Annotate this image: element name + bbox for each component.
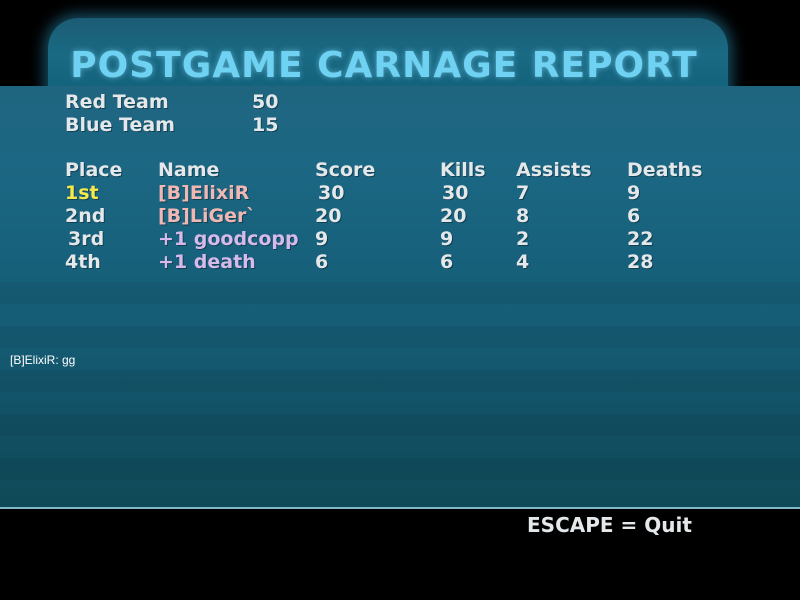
team-score: 15 — [252, 114, 279, 136]
team-name: Red Team — [65, 91, 169, 113]
team-name: Blue Team — [65, 114, 175, 136]
player-assists: 4 — [516, 251, 530, 273]
player-name: +1 death — [158, 251, 256, 273]
page-title: POSTGAME CARNAGE REPORT — [70, 45, 698, 86]
player-deaths: 28 — [627, 251, 654, 273]
player-kills: 6 — [440, 251, 454, 273]
player-score: 9 — [315, 228, 329, 250]
player-kills: 9 — [440, 228, 454, 250]
player-place: 2nd — [65, 205, 106, 227]
player-deaths: 22 — [627, 228, 654, 250]
column-header-assists: Assists — [516, 159, 592, 181]
column-header-kills: Kills — [440, 159, 486, 181]
panel-bottom-border — [0, 507, 800, 509]
column-header-name: Name — [158, 159, 220, 181]
player-name: [B]LiGer` — [158, 205, 256, 227]
player-kills: 20 — [440, 205, 467, 227]
player-score: 30 — [318, 182, 345, 204]
player-score: 6 — [315, 251, 329, 273]
column-header-deaths: Deaths — [627, 159, 703, 181]
column-header-score: Score — [315, 159, 376, 181]
column-header-place: Place — [65, 159, 123, 181]
escape-quit-hint[interactable]: ESCAPE = Quit — [527, 513, 692, 537]
player-place: 4th — [65, 251, 101, 273]
player-place: 3rd — [68, 228, 105, 250]
player-score: 20 — [315, 205, 342, 227]
player-deaths: 9 — [627, 182, 641, 204]
player-kills: 30 — [442, 182, 469, 204]
player-assists: 2 — [516, 228, 530, 250]
player-assists: 8 — [516, 205, 530, 227]
player-deaths: 6 — [627, 205, 641, 227]
team-score: 50 — [252, 91, 279, 113]
scoreboard-panel — [0, 86, 800, 508]
player-place: 1st — [65, 182, 99, 204]
player-name: [B]ElixiR — [158, 182, 250, 204]
player-assists: 7 — [516, 182, 530, 204]
chat-message: [B]ElixiR: gg — [10, 353, 76, 367]
scoreboard-bands — [0, 260, 800, 500]
player-name: +1 goodcopp — [158, 228, 299, 250]
